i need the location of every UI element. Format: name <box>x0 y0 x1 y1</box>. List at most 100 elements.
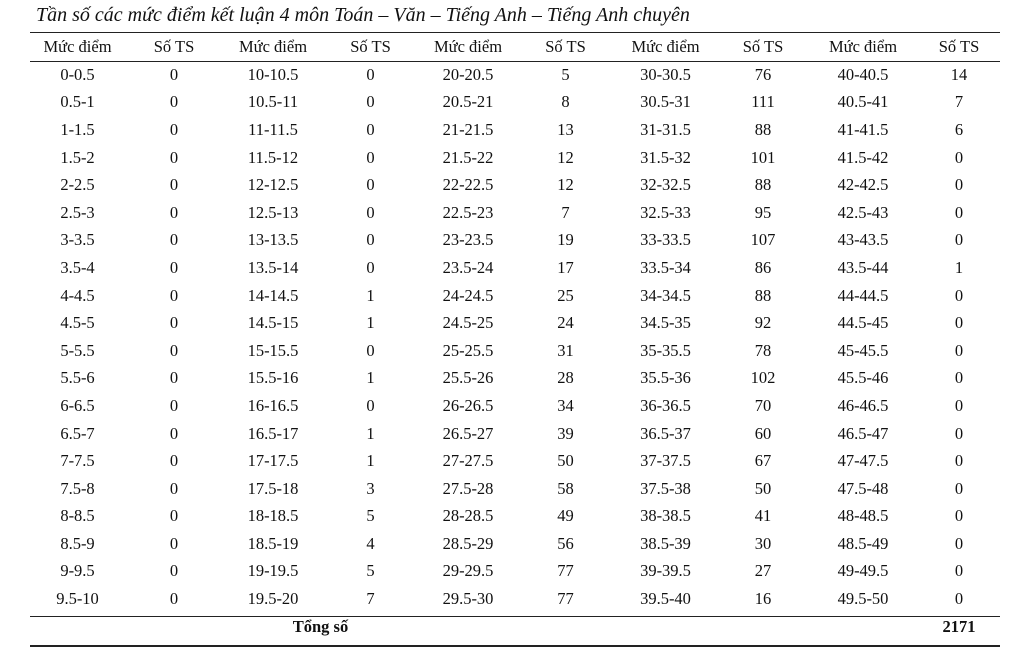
candidate-count-cell: 0 <box>169 147 179 167</box>
candidate-count-cell: 0 <box>366 340 375 360</box>
score-range-cell: 46.5-47 <box>837 423 889 443</box>
score-range-cell: 48.5-49 <box>837 533 889 553</box>
table-row: 7-7.5 0 17-17.5 1 27-27.5 50 37-37.5 67 47-47.5 0 <box>30 447 1000 475</box>
score-range-cell: 20-20.5 <box>442 64 494 84</box>
score-range-cell: 11.5-12 <box>247 147 299 167</box>
score-range-cell: 31.5-32 <box>640 147 691 167</box>
header-row: Mức điểm Số TS Mức điểm Số TS Mức điểm S… <box>30 33 1000 61</box>
score-range-cell: 37-37.5 <box>640 451 691 471</box>
candidate-count-cell: 0 <box>169 257 179 277</box>
score-range-cell: 30.5-31 <box>640 92 691 112</box>
table-row: 6-6.5 0 16-16.5 0 26-26.5 34 36-36.5 70 46-46.5 0 <box>30 392 1000 420</box>
score-range-cell: 31-31.5 <box>640 119 691 139</box>
candidate-count-cell: 0 <box>169 478 179 498</box>
candidate-count-cell: 5 <box>366 506 375 526</box>
candidate-count-cell: 92 <box>754 313 772 333</box>
score-range-cell: 39.5-40 <box>640 589 691 609</box>
table-row: 9.5-10 0 19.5-20 7 29.5-30 77 39.5-40 16 49.5-50… <box>30 585 1000 613</box>
candidate-count-cell: 0 <box>366 395 375 415</box>
score-range-cell: 6-6.5 <box>60 395 95 415</box>
score-range-cell: 32-32.5 <box>640 175 691 195</box>
table-row: 5.5-6 0 15.5-16 1 25.5-26 28 35.5-36 102 45.5-46… <box>30 365 1000 393</box>
candidate-count-cell: 95 <box>754 202 772 222</box>
candidate-count-cell: 0 <box>954 395 964 415</box>
score-range-cell: 38.5-39 <box>640 533 691 553</box>
table-row: 2.5-3 0 12.5-13 0 22.5-23 7 32.5-33 95 42.5-43 0 <box>30 199 1000 227</box>
candidate-count-cell: 49 <box>557 506 574 526</box>
score-range-cell: 44.5-45 <box>837 313 889 333</box>
candidate-count-cell: 5 <box>366 561 375 581</box>
candidate-count-cell: 88 <box>754 175 772 195</box>
score-range-cell: 10-10.5 <box>247 64 299 84</box>
score-range-cell: 4.5-5 <box>60 313 95 333</box>
score-range-cell: 45-45.5 <box>837 340 889 360</box>
candidate-count-cell: 0 <box>954 451 964 471</box>
score-range-cell: 42.5-43 <box>837 202 889 222</box>
score-range-cell: 35.5-36 <box>640 368 691 388</box>
candidate-count-cell: 0 <box>169 423 179 443</box>
score-range-cell: 42-42.5 <box>837 175 889 195</box>
score-range-cell: 43.5-44 <box>837 257 889 277</box>
header-rule <box>30 61 1000 62</box>
candidate-count-cell: 0 <box>169 119 179 139</box>
score-frequency-table: Mức điểm Số TS Mức điểm Số TS Mức điểm S… <box>30 33 1000 642</box>
candidate-count-cell: 0 <box>169 451 179 471</box>
score-range-cell: 17-17.5 <box>247 451 299 471</box>
score-range-cell: 22-22.5 <box>442 175 494 195</box>
score-range-cell: 21-21.5 <box>442 119 494 139</box>
score-range-cell: 10.5-11 <box>247 92 299 112</box>
candidate-count-cell: 12 <box>557 175 574 195</box>
score-range-cell: 19.5-20 <box>247 589 299 609</box>
candidate-count-cell: 27 <box>754 561 772 581</box>
candidate-count-cell: 50 <box>557 451 574 471</box>
score-range-cell: 32.5-33 <box>640 202 691 222</box>
candidate-count-cell: 0 <box>366 175 375 195</box>
score-range-cell: 39-39.5 <box>640 561 691 581</box>
candidate-count-cell: 67 <box>754 451 772 471</box>
table-row: 5-5.5 0 15-15.5 0 25-25.5 31 35-35.5 78 45-45.5 0 <box>30 337 1000 365</box>
score-range-cell: 47.5-48 <box>837 478 889 498</box>
score-range-cell: 18-18.5 <box>247 506 299 526</box>
score-range-cell: 15-15.5 <box>247 340 299 360</box>
score-range-cell: 23.5-24 <box>442 257 494 277</box>
candidate-count-cell: 77 <box>557 561 574 581</box>
score-range-cell: 14-14.5 <box>247 285 299 305</box>
score-range-cell: 6.5-7 <box>60 423 95 443</box>
table-title: Tần số các mức điểm kết luận 4 môn Toán … <box>36 4 690 26</box>
candidate-count-cell: 0 <box>366 147 375 167</box>
column-header: Số TS <box>545 37 586 56</box>
score-range-cell: 23-23.5 <box>442 230 494 250</box>
score-range-cell: 26.5-27 <box>442 423 494 443</box>
column-header: Mức điểm <box>433 37 503 56</box>
table-row: 1.5-2 0 11.5-12 0 21.5-22 12 31.5-32 101 41.5-42… <box>30 144 1000 172</box>
candidate-count-cell: 0 <box>169 175 179 195</box>
candidate-count-cell: 19 <box>557 230 574 250</box>
score-range-cell: 8.5-9 <box>60 533 95 553</box>
score-range-cell: 4-4.5 <box>60 285 95 305</box>
table-row: 8-8.5 0 18-18.5 5 28-28.5 49 38-38.5 41 48-48.5 0 <box>30 503 1000 531</box>
score-range-cell: 15.5-16 <box>247 368 299 388</box>
table-row: 6.5-7 0 16.5-17 1 26.5-27 39 36.5-37 60 46.5-47 0 <box>30 420 1000 448</box>
bottom-rule <box>30 645 1000 647</box>
candidate-count-cell: 58 <box>557 478 574 498</box>
candidate-count-cell: 28 <box>557 368 574 388</box>
total-rule <box>30 616 1000 617</box>
column-header: Mức điểm <box>828 37 898 56</box>
column-header: Mức điểm <box>43 37 112 56</box>
score-range-cell: 41.5-42 <box>837 147 889 167</box>
score-range-cell: 5-5.5 <box>60 340 95 360</box>
candidate-count-cell: 0 <box>169 64 179 84</box>
score-range-cell: 33-33.5 <box>640 230 691 250</box>
candidate-count-cell: 70 <box>754 395 772 415</box>
candidate-count-cell: 0 <box>954 506 964 526</box>
score-range-cell: 1.5-2 <box>60 147 95 167</box>
score-range-cell: 16-16.5 <box>247 395 299 415</box>
score-range-cell: 34-34.5 <box>640 285 691 305</box>
candidate-count-cell: 7 <box>366 589 375 609</box>
score-range-cell: 29-29.5 <box>442 561 494 581</box>
score-range-cell: 0.5-1 <box>60 92 95 112</box>
column-header: Số TS <box>153 37 195 56</box>
candidate-count-cell: 1 <box>954 257 964 277</box>
score-range-cell: 28-28.5 <box>442 506 494 526</box>
table-row: 1-1.5 0 11-11.5 0 21-21.5 13 31-31.5 88 41-41.5 6 <box>30 116 1000 144</box>
